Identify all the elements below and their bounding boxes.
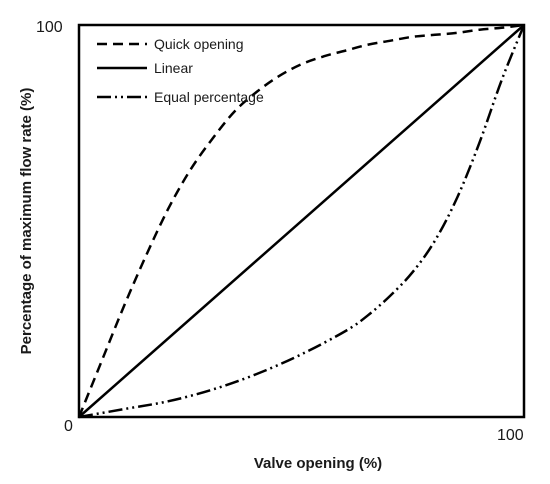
series-layer [77, 23, 526, 419]
x-axis-title: Valve opening (%) [254, 455, 382, 472]
legend: Quick opening Linear Equal percentage [97, 36, 264, 105]
x-tick-label-max: 100 [497, 427, 524, 444]
series-line-linear [78, 24, 525, 418]
y-axis-title: Percentage of maximum flow rate (%) [18, 88, 35, 355]
legend-label-equal-percentage: Equal percentage [154, 89, 264, 105]
legend-label-quick-opening: Quick opening [154, 36, 244, 52]
y-tick-label-min: 0 [64, 418, 73, 435]
series-line-equal-percentage [78, 24, 526, 419]
legend-label-linear: Linear [154, 60, 193, 76]
series-line-quick-opening [77, 23, 525, 418]
plot-frame [77, 23, 526, 419]
y-tick-label-max: 100 [36, 19, 63, 36]
